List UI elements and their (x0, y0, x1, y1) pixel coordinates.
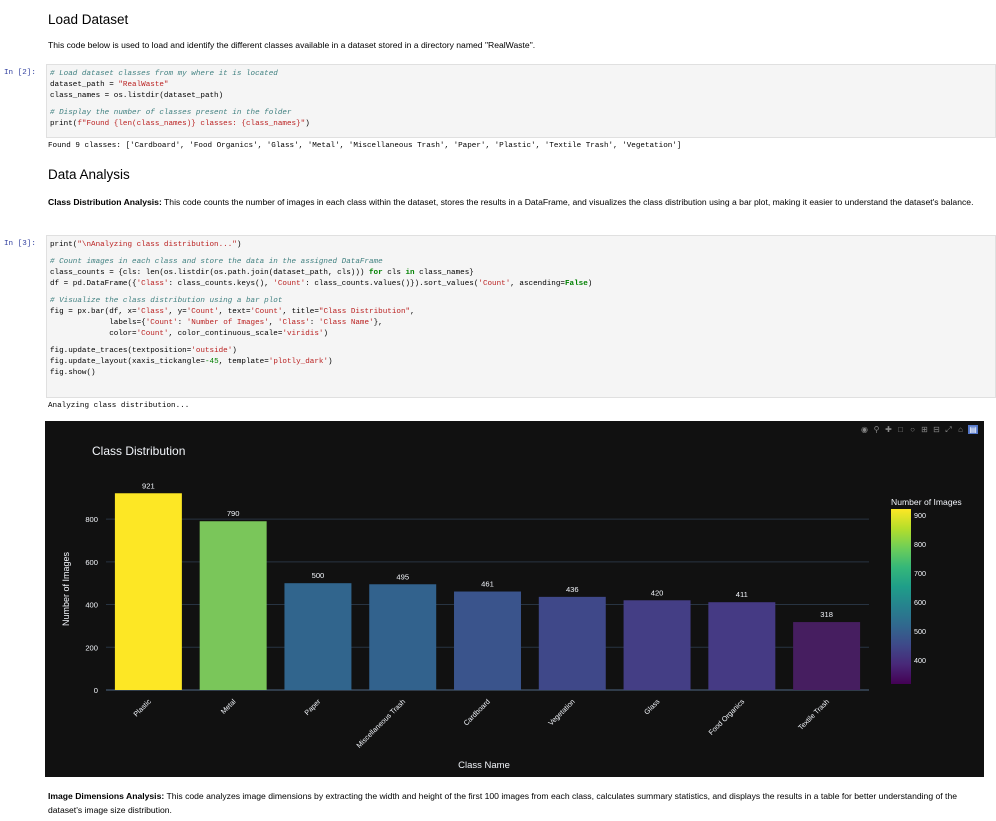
code-cell-3[interactable]: print("\nAnalyzing class distribution...… (46, 235, 996, 398)
bar-value-label: 461 (481, 580, 494, 589)
image-dimensions-description: Image Dimensions Analysis: This code ana… (48, 791, 958, 815)
x-axis-title: Class Name (458, 760, 510, 771)
y-axis-title: Number of Images (61, 551, 71, 626)
code-cell-2[interactable]: # Load dataset classes from my where it … (46, 64, 996, 138)
y-tick-label: 0 (94, 686, 98, 695)
code-line: fig.update_traces(textposition='outside'… (50, 347, 237, 355)
bar[interactable] (284, 583, 352, 690)
code-line: # Visualize the class distribution using… (50, 297, 283, 305)
bar-value-label: 436 (566, 585, 579, 594)
cell-output-2: Found 9 classes: ['Cardboard', 'Food Org… (48, 142, 682, 150)
bar-value-label: 921 (142, 481, 155, 490)
code-line: labels={'Count': 'Number of Images', 'Cl… (50, 319, 383, 327)
x-tick-label: Paper (302, 697, 322, 717)
x-tick-label: Food Organics (707, 697, 747, 737)
y-tick-label: 600 (85, 558, 98, 567)
bar[interactable] (114, 493, 182, 690)
colorbar-tick-label: 900 (914, 511, 926, 520)
code-line: fig = px.bar(df, x='Class', y='Count', t… (50, 308, 415, 316)
code-line: color='Count', color_continuous_scale='v… (50, 330, 329, 338)
zoom-icon[interactable]: ⚲ (873, 425, 880, 434)
markdown-cell-data-analysis: Data Analysis (48, 167, 982, 182)
colorbar-tick-label: 600 (914, 598, 926, 607)
x-tick-label: Textile Trash (796, 697, 831, 732)
class-distribution-description: Class Distribution Analysis: This code c… (48, 197, 974, 207)
zoom-out-icon[interactable]: ⊟ (933, 425, 940, 434)
colorbar-title: Number of Images (891, 497, 962, 507)
bar[interactable] (538, 596, 606, 690)
bar[interactable] (454, 591, 521, 690)
code-line: print(f"Found {len(class_names)} classes… (50, 120, 310, 128)
x-tick-label: Vegetation (546, 697, 576, 727)
camera-icon[interactable]: ◉ (861, 425, 868, 434)
colorbar-tick-label: 500 (914, 627, 926, 636)
code-line: # Count images in each class and store t… (50, 258, 383, 266)
box-select-icon[interactable]: □ (898, 425, 903, 434)
heading-load-dataset: Load Dataset (48, 12, 129, 27)
cell-prompt-2: In [2]: (4, 69, 36, 77)
plotly-chart[interactable]: ◉ ⚲ ✚ □ ○ ⊞ ⊟ ⤢ ⌂ ▤ 0 200 400 600 800 921 Plas… (45, 421, 984, 777)
code-line: fig.show() (50, 369, 96, 377)
autoscale-icon[interactable]: ⤢ (945, 425, 952, 434)
code-line: class_names = os.listdir(dataset_path) (50, 92, 224, 100)
chart-title: Class Distribution (92, 444, 185, 458)
markdown-text-load-dataset: This code below is used to load and iden… (48, 38, 982, 52)
bar-value-label: 420 (651, 588, 664, 597)
colorbar-tick-label: 800 (914, 540, 926, 549)
cell-output-3: Analyzing class distribution... (48, 402, 190, 410)
y-tick-label: 800 (85, 515, 98, 524)
home-icon[interactable]: ⌂ (958, 425, 963, 434)
y-tick-label: 200 (85, 643, 98, 652)
pan-icon[interactable]: ✚ (885, 425, 892, 434)
bar-value-label: 790 (227, 509, 240, 518)
cell-prompt-3: In [3]: (4, 240, 36, 248)
x-tick-label: Glass (642, 697, 662, 717)
plotly-modebar: ◉ ⚲ ✚ □ ○ ⊞ ⊟ ⤢ ⌂ ▤ (860, 425, 978, 434)
colorbar-tick-label: 400 (914, 656, 926, 665)
load-dataset-description: This code below is used to load and iden… (48, 40, 536, 50)
bar-value-label: 500 (312, 571, 325, 580)
code-line: # Load dataset classes from my where it … (50, 70, 278, 78)
code-line: # Display the number of classes present … (50, 109, 292, 117)
code-line: fig.update_layout(xaxis_tickangle=-45, t… (50, 358, 333, 366)
x-tick-label: Cardboard (462, 697, 492, 727)
x-tick-label: Plastic (131, 697, 153, 719)
bar[interactable] (708, 602, 776, 690)
bar-value-label: 318 (820, 610, 833, 619)
y-tick-label: 400 (85, 601, 98, 610)
markdown-text-image-dimensions: Image Dimensions Analysis: This code ana… (48, 789, 982, 817)
x-tick-label: Miscellaneous Trash (354, 697, 407, 750)
code-line: df = pd.DataFrame({'Class': class_counts… (50, 280, 593, 288)
zoom-in-icon[interactable]: ⊞ (921, 425, 928, 434)
bar[interactable] (793, 622, 861, 690)
heading-data-analysis: Data Analysis (48, 167, 130, 182)
bar-value-label: 411 (736, 590, 748, 599)
bar[interactable] (199, 521, 267, 690)
bar[interactable] (623, 600, 691, 690)
bar-value-label: 495 (396, 572, 409, 581)
code-line: class_counts = {cls: len(os.listdir(os.p… (50, 269, 474, 277)
plotly-logo-icon[interactable]: ▤ (968, 425, 978, 434)
markdown-cell-load-dataset: Load Dataset (48, 12, 982, 27)
code-line: dataset_path = "RealWaste" (50, 81, 169, 89)
colorbar-tick-label: 700 (914, 569, 926, 578)
lasso-icon[interactable]: ○ (910, 425, 915, 434)
markdown-text-class-distribution: Class Distribution Analysis: This code c… (48, 195, 982, 209)
x-tick-label: Metal (219, 697, 238, 716)
bar-chart-svg: 0 200 400 600 800 921 Plastic 790 Metal 500 Paper 4… (61, 444, 962, 771)
code-line: print("\nAnalyzing class distribution...… (50, 241, 242, 249)
colorbar (891, 509, 911, 684)
bar[interactable] (369, 584, 437, 690)
